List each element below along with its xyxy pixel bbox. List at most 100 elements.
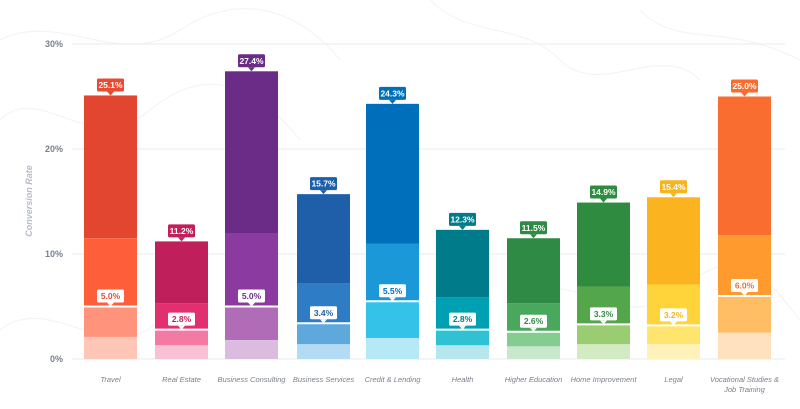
top-value-label-pointer <box>530 234 537 239</box>
top-value-label: 11.5% <box>520 221 547 239</box>
background-swirls <box>0 0 800 338</box>
top-value-label-pointer <box>389 99 396 104</box>
bar-base-segment <box>225 340 278 359</box>
median-value-label-pointer <box>741 292 748 296</box>
median-value-label: 3.4% <box>310 306 337 324</box>
bar-group: 14.9% 3.3% <box>577 185 630 359</box>
median-value-label-pointer <box>459 325 466 330</box>
category-label-line: Travel <box>100 375 121 384</box>
top-value-label: 12.3% <box>449 212 476 230</box>
y-tick-label: 0% <box>50 354 63 364</box>
median-value-label-text: 3.2% <box>664 310 684 320</box>
top-value-label-box <box>731 79 758 93</box>
top-value-label: 15.4% <box>660 180 687 198</box>
top-value-label-box <box>449 212 476 226</box>
median-value-label: 5.5% <box>379 284 406 302</box>
category-label: Business Services <box>293 375 355 384</box>
y-tick-label: 30% <box>45 39 63 49</box>
top-value-label-pointer <box>107 91 114 96</box>
category-label: Business Consulting <box>218 375 287 384</box>
bar-group: 11.5% 2.6% <box>507 221 560 359</box>
bar-lower-segment <box>577 324 630 345</box>
median-value-label-box <box>520 314 547 328</box>
y-tick-label: 10% <box>45 249 63 259</box>
bar-lower-segment <box>297 323 350 345</box>
category-label-line: Credit & Lending <box>365 375 422 384</box>
top-value-label-box <box>238 54 265 68</box>
median-value-label-pointer <box>178 325 185 330</box>
category-label: Real Estate <box>162 375 201 384</box>
median-value-label-box <box>590 307 617 321</box>
bar-base-segment <box>155 345 208 359</box>
median-value-label: 2.8% <box>168 312 195 330</box>
median-value-label-pointer <box>320 319 327 324</box>
bar-lower-segment <box>225 306 278 341</box>
bar-top-segment <box>366 103 419 244</box>
bar-group: 15.4% 3.2% <box>647 180 700 359</box>
top-value-label-box <box>660 180 687 194</box>
bar-base-segment <box>718 332 771 359</box>
top-value-label-pointer <box>178 237 185 242</box>
y-tick-label: 20% <box>45 144 63 154</box>
top-value-label-text: 11.2% <box>170 226 194 236</box>
top-value-label-text: 15.7% <box>311 179 336 189</box>
median-value-label: 6.0% <box>731 279 758 296</box>
median-value-label-text: 3.3% <box>594 309 614 319</box>
top-value-label: 24.3% <box>379 86 406 104</box>
bars: 25.1% 5.0% 11.2% 2.8% 27.4% 5.0% 15.7% 3.4% 24.3… <box>84 54 771 359</box>
category-label: Home Improvement <box>571 375 638 384</box>
median-value-label-box <box>379 284 406 298</box>
median-value-label-pointer <box>670 321 677 326</box>
top-value-label-text: 25.1% <box>98 80 123 90</box>
top-value-label-pointer <box>320 190 327 195</box>
bar-base-segment <box>577 344 630 359</box>
category-label-line: Higher Education <box>505 375 563 384</box>
median-value-label-text: 3.4% <box>314 308 334 318</box>
bar-top-segment <box>155 241 208 304</box>
bar-top-segment <box>297 194 350 284</box>
top-value-label-text: 14.9% <box>591 187 616 197</box>
top-value-label: 11.2% <box>168 224 195 242</box>
median-value-label-pointer <box>107 302 114 307</box>
bar-top-segment <box>507 238 560 304</box>
median-value-label-pointer <box>389 297 396 302</box>
category-labels: Travel Real Estate Business Consulting Busi… <box>100 375 779 394</box>
top-value-label-box <box>379 86 406 100</box>
y-tick-labels: 0% 10% 20% 30% <box>45 39 63 364</box>
median-value-label-text: 2.8% <box>172 314 192 324</box>
top-value-label-pointer <box>600 198 607 203</box>
median-value-label-text: 6.0% <box>735 281 755 291</box>
median-value-label: 3.2% <box>660 308 687 326</box>
bar-group: 27.4% 5.0% <box>225 54 278 359</box>
category-label-line: Business Consulting <box>218 375 287 384</box>
bar-base-segment <box>507 346 560 359</box>
bar-group: 25.1% 5.0% <box>84 78 137 359</box>
top-value-label-box <box>168 224 195 238</box>
bar-top-segment <box>436 229 489 298</box>
median-value-label-box <box>310 306 337 320</box>
bar-lower-segment <box>647 325 700 345</box>
category-label-line: Business Services <box>293 375 355 384</box>
median-value-label-box <box>449 312 476 326</box>
top-value-label-box <box>590 185 617 199</box>
category-label: Health <box>452 375 474 384</box>
bar-top-segment <box>84 95 137 239</box>
median-value-label-text: 5.5% <box>383 286 403 296</box>
median-value-label-pointer <box>600 320 607 325</box>
y-axis-label: Conversion Rate <box>24 165 34 237</box>
median-value-label-box <box>97 289 124 303</box>
top-value-label-text: 12.3% <box>450 214 475 224</box>
category-label-line: Home Improvement <box>571 375 638 384</box>
top-value-label: 25.1% <box>97 78 124 96</box>
bar-top-segment <box>647 197 700 285</box>
median-value-label: 2.6% <box>520 314 547 332</box>
bar-base-segment <box>366 338 419 359</box>
top-value-label-pointer <box>741 92 748 97</box>
category-label-line: Legal <box>664 375 683 384</box>
top-value-label-pointer <box>670 193 677 198</box>
top-value-label-text: 15.4% <box>661 182 686 192</box>
top-value-label-text: 11.5% <box>522 223 546 233</box>
top-value-label: 14.9% <box>590 185 617 203</box>
top-value-label-box <box>310 177 337 191</box>
